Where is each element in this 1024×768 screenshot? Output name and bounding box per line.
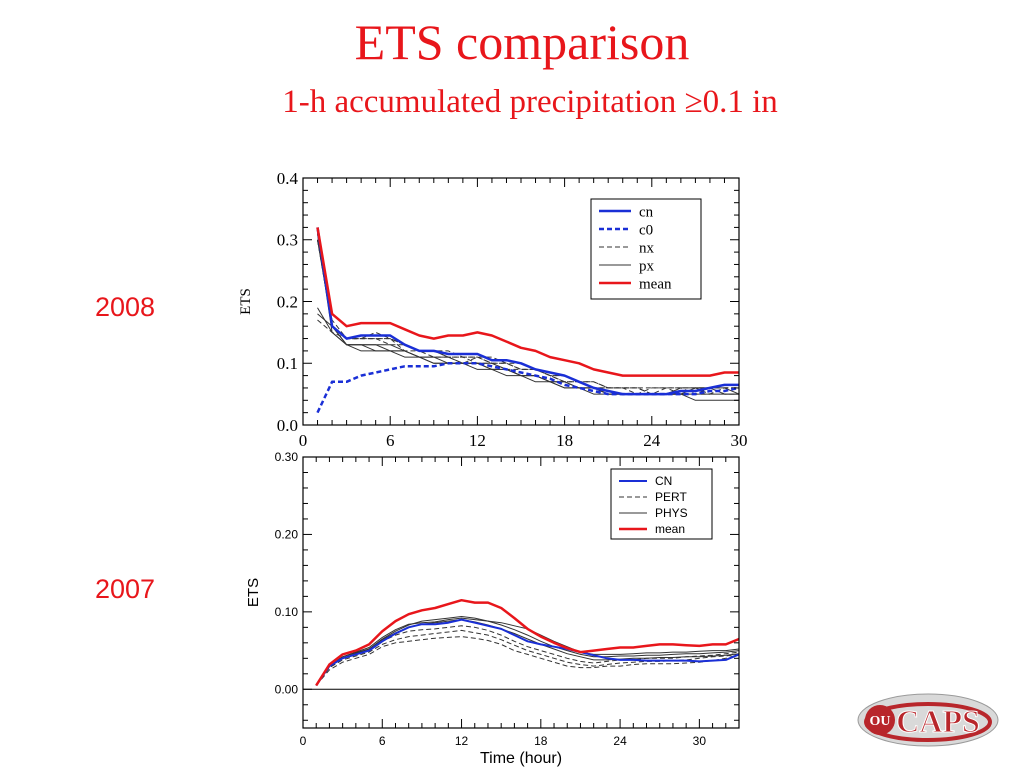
y-tick-label: 0.2: [277, 292, 298, 311]
y-tick-label: 0.1: [277, 354, 298, 373]
x-tick-label: 18: [534, 734, 548, 748]
x-tick-label: 0: [299, 431, 308, 450]
x-tick-label: 12: [455, 734, 469, 748]
y-tick-label: 0.30: [275, 450, 299, 464]
series-line-phys-3: [315, 616, 739, 686]
plot-frame: [302, 456, 740, 729]
series-line-cn-9: [316, 227, 739, 396]
series-line-phys-5: [315, 619, 739, 686]
legend-label-pert: PERT: [655, 490, 687, 504]
x-tick-label: 30: [693, 734, 707, 748]
legend-label-cn: cn: [639, 204, 654, 220]
y-tick-label: 0.4: [277, 169, 299, 188]
y-tick-label: 0.10: [275, 605, 299, 619]
x-tick-label: 6: [386, 431, 395, 450]
series-line-mean-7: [315, 598, 739, 687]
slide-subtitle: 1-h accumulated precipitation ≥0.1 in: [282, 84, 778, 120]
y-tick-label: 0.0: [277, 416, 298, 435]
y-axis-label: ETS: [238, 288, 254, 315]
series-line-nx-1: [317, 319, 739, 395]
x-axis-label: Time (hour): [480, 750, 562, 767]
year-label-2008: 2008: [95, 292, 156, 322]
logo-text: CAPS: [896, 703, 980, 739]
series-line-nx-3: [317, 239, 739, 395]
legend-label-cn: CN: [655, 474, 672, 488]
legend-label-c0: c0: [639, 222, 653, 238]
legend: CN PERT PHYS mean: [610, 468, 713, 540]
series-line-pert-2: [315, 625, 739, 686]
x-tick-label: 18: [556, 431, 573, 450]
legend-label-mean: mean: [639, 276, 672, 292]
y-tick-label: 0.00: [275, 682, 299, 696]
legend: cn c0 nx px mean: [590, 198, 702, 300]
x-tick-label: 6: [379, 734, 386, 748]
series-line-cn-6: [315, 618, 739, 686]
x-tick-label: 24: [643, 431, 661, 450]
x-tick-label: 30: [731, 431, 748, 450]
legend-label-phys: PHYS: [655, 506, 688, 520]
caps-logo: OU CAPS: [857, 693, 999, 747]
year-label-2007: 2007: [95, 574, 156, 604]
y-axis-label: ETS: [245, 578, 262, 607]
y-tick-label: 0.3: [277, 231, 298, 250]
y-tick-label: 0.20: [275, 528, 299, 542]
series-line-mean-10: [316, 227, 739, 377]
legend-label-nx: nx: [639, 240, 655, 256]
x-tick-label: 12: [469, 431, 486, 450]
x-tick-label: 0: [300, 734, 307, 748]
series-group: [315, 598, 739, 687]
series-group: [316, 227, 739, 414]
legend-label-mean: mean: [655, 522, 685, 536]
series-line-pert-0: [315, 636, 739, 686]
logo-badge-text: OU: [870, 714, 891, 729]
legend-label-px: px: [639, 258, 655, 274]
x-tick-label: 24: [613, 734, 627, 748]
slide-title: ETS comparison: [354, 14, 690, 70]
logo-badge: [865, 705, 895, 735]
